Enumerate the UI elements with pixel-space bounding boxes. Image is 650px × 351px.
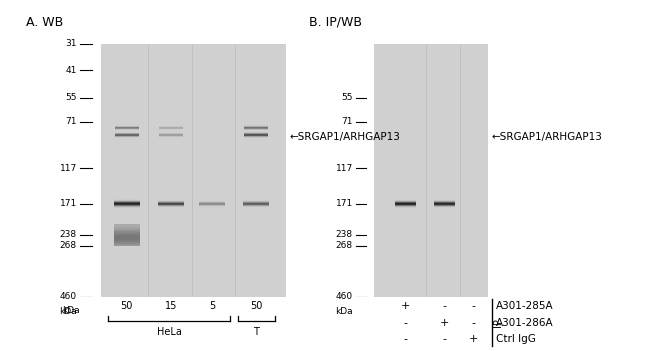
Text: 50: 50 (120, 302, 133, 311)
Text: 15: 15 (165, 302, 177, 311)
Text: A. WB: A. WB (26, 16, 63, 29)
Text: 268: 268 (336, 241, 353, 251)
Text: 55: 55 (341, 93, 353, 102)
Text: 55: 55 (66, 93, 77, 102)
Text: A301-286A: A301-286A (496, 318, 554, 328)
Text: -: - (442, 334, 447, 344)
Text: +: + (469, 334, 478, 344)
Text: A301-285A: A301-285A (496, 302, 554, 311)
Text: -: - (472, 302, 476, 311)
Text: T: T (254, 327, 259, 337)
Text: 238: 238 (336, 230, 353, 239)
Text: 50: 50 (250, 302, 263, 311)
Text: 460: 460 (336, 292, 353, 301)
Text: HeLa: HeLa (157, 327, 182, 337)
Text: kDa: kDa (59, 307, 77, 316)
Text: -: - (404, 318, 408, 328)
Text: 71: 71 (66, 117, 77, 126)
Text: ←SRGAP1/ARHGAP13: ←SRGAP1/ARHGAP13 (491, 132, 603, 141)
Text: 117: 117 (335, 164, 353, 173)
Text: -: - (442, 302, 447, 311)
Text: 5: 5 (209, 302, 215, 311)
Text: 117: 117 (60, 164, 77, 173)
Text: 71: 71 (341, 117, 353, 126)
Text: ←SRGAP1/ARHGAP13: ←SRGAP1/ARHGAP13 (289, 132, 400, 141)
Text: 171: 171 (335, 199, 353, 208)
Text: 171: 171 (60, 199, 77, 208)
Text: 238: 238 (60, 230, 77, 239)
Text: 268: 268 (60, 241, 77, 251)
Text: kDa: kDa (335, 307, 353, 316)
Text: 31: 31 (66, 39, 77, 48)
Text: Ctrl IgG: Ctrl IgG (496, 334, 536, 344)
Text: -: - (472, 318, 476, 328)
Text: -: - (404, 334, 408, 344)
Text: +: + (401, 302, 410, 311)
Text: 460: 460 (60, 292, 77, 301)
Text: +: + (439, 318, 449, 328)
Text: 41: 41 (66, 66, 77, 74)
Text: kDa: kDa (62, 306, 80, 315)
Text: IP: IP (493, 318, 503, 327)
Text: B. IP/WB: B. IP/WB (309, 16, 362, 29)
